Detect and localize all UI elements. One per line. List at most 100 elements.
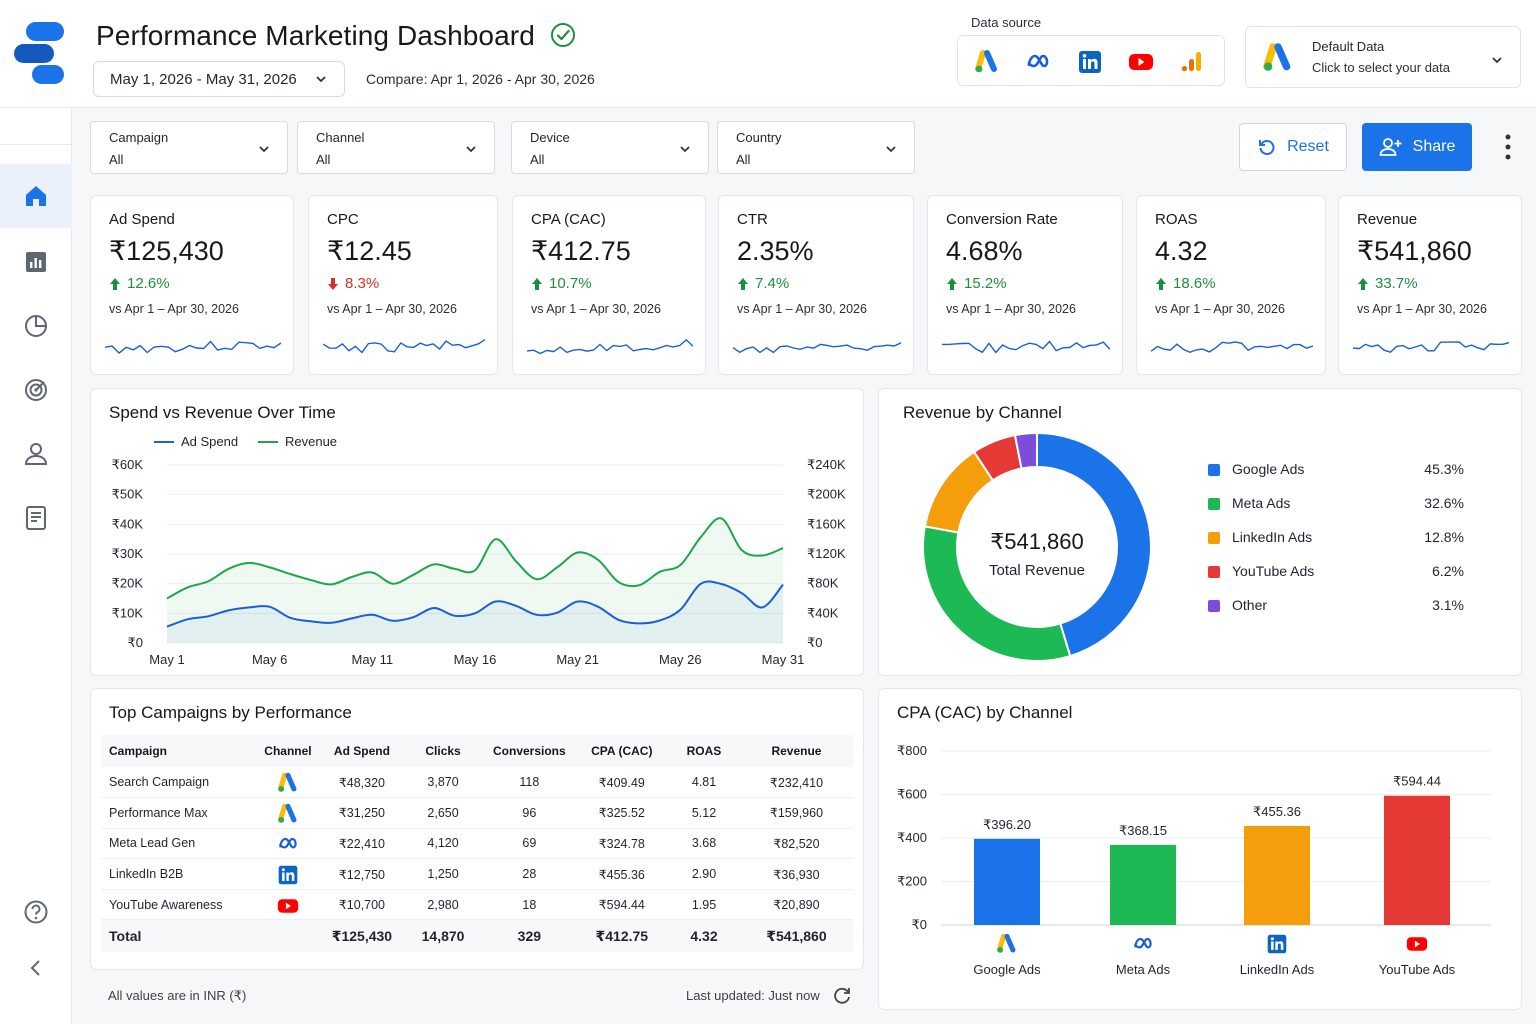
table-row[interactable]: Meta Lead Gen ₹22,410 4,120 69 ₹324.78 3.68 ₹8… <box>101 828 853 860</box>
column-header[interactable]: Revenue <box>739 735 853 767</box>
legend-name: Meta Ads <box>1232 495 1291 511</box>
kpi-card-conversion-rate[interactable]: Conversion Rate 4.68% 15.2% vs Apr 1 – Apr … <box>927 195 1123 375</box>
donut-slice-other[interactable] <box>1013 431 1038 470</box>
kpi-sparkline <box>105 340 281 354</box>
sidebar-item-reports[interactable] <box>0 230 72 294</box>
legend-item-other[interactable]: Other 3.1% <box>1208 597 1468 617</box>
legend-name: Other <box>1232 597 1268 613</box>
default-data-selector[interactable]: Default Data Click to select your data <box>1245 26 1521 88</box>
sidebar-item-analytics[interactable] <box>0 294 72 358</box>
legend-item-youtube-ads[interactable]: YouTube Ads 6.2% <box>1208 563 1468 583</box>
more-options-icon[interactable] <box>1498 132 1518 162</box>
kpi-delta-value: 33.7% <box>1375 275 1418 292</box>
chevron-down-icon <box>316 76 326 83</box>
x-tick: May 21 <box>556 652 599 667</box>
data-source-label: Data source <box>971 15 1042 30</box>
total-clicks: 14,870 <box>403 919 484 952</box>
y-tick-left: ₹0 <box>127 635 143 650</box>
youtube-icon[interactable] <box>1128 49 1154 75</box>
table-row[interactable]: LinkedIn B2B ₹12,750 1,250 28 ₹455.36 2.90 ₹36… <box>101 858 853 890</box>
legend-item-linkedin-ads[interactable]: LinkedIn Ads 12.8% <box>1208 529 1468 549</box>
device-filter[interactable]: Device All <box>511 121 709 174</box>
analytics-icon[interactable] <box>1180 49 1206 75</box>
kpi-card-revenue[interactable]: Revenue ₹541,860 33.7% vs Apr 1 – Apr 30, 2… <box>1338 195 1522 375</box>
sidebar-item-audience[interactable] <box>0 422 72 486</box>
kpi-delta: 15.2% <box>946 275 1007 292</box>
bar-meta-ads[interactable] <box>1110 844 1176 925</box>
target-icon <box>25 379 47 401</box>
sidebar-item-documents[interactable] <box>0 486 72 550</box>
app-logo[interactable] <box>12 20 66 86</box>
google-ads-icon <box>277 772 297 792</box>
column-header[interactable]: ROAS <box>668 735 740 767</box>
country-filter[interactable]: Country All <box>717 121 915 174</box>
cell-revenue: ₹20,890 <box>739 889 853 921</box>
arrow-up-icon <box>110 277 120 290</box>
kpi-delta-value: 8.3% <box>345 275 380 292</box>
y-tick-left: ₹50K <box>112 487 144 502</box>
column-header[interactable]: Channel <box>255 735 321 767</box>
share-button[interactable]: Share <box>1362 123 1472 171</box>
kpi-delta: 10.7% <box>531 275 592 292</box>
campaign-filter[interactable]: Campaign All <box>90 121 288 174</box>
kpi-compare-text: vs Apr 1 – Apr 30, 2026 <box>109 302 239 316</box>
panel-title: CPA (CAC) by Channel <box>897 703 1073 722</box>
cell-spend: ₹10,700 <box>320 889 403 921</box>
kpi-card-roas[interactable]: ROAS 4.32 18.6% vs Apr 1 – Apr 30, 2026 <box>1136 195 1326 375</box>
reset-button[interactable]: Reset <box>1239 123 1347 171</box>
x-tick: Google Ads <box>973 962 1041 977</box>
kpi-value: ₹541,860 <box>1357 236 1472 266</box>
kpi-card-cpc[interactable]: CPC ₹12.45 8.3% vs Apr 1 – Apr 30, 2026 <box>308 195 498 375</box>
bar-category-icon <box>1267 934 1287 954</box>
sidebar-item-home[interactable] <box>0 164 72 228</box>
column-header[interactable]: Campaign <box>101 735 256 767</box>
column-header[interactable]: Conversions <box>483 735 576 767</box>
sidebar-collapse[interactable] <box>0 936 72 1000</box>
y-tick-right: ₹0 <box>807 635 823 650</box>
x-tick: May 11 <box>351 652 393 667</box>
kpi-card-ad-spend[interactable]: Ad Spend ₹125,430 12.6% vs Apr 1 – Apr 30, … <box>90 195 294 375</box>
linkedin-icon[interactable] <box>1077 49 1103 75</box>
column-header[interactable]: CPA (CAC) <box>575 735 669 767</box>
meta-icon[interactable] <box>1025 49 1051 75</box>
kpi-card-cpa-cac[interactable]: CPA (CAC) ₹412.75 10.7% vs Apr 1 – Apr 30, … <box>512 195 706 375</box>
cell-conv: 96 <box>483 797 576 829</box>
table-row[interactable]: Performance Max ₹31,250 2,650 96 ₹325.52 5.12… <box>101 797 853 829</box>
donut-slice-google-ads[interactable] <box>1036 431 1152 658</box>
sparkline-path <box>733 342 901 354</box>
date-range-picker[interactable]: May 1, 2026 - May 31, 2026 <box>93 61 345 97</box>
arrow-up-icon <box>1358 277 1368 290</box>
legend-item-meta-ads[interactable]: Meta Ads 32.6% <box>1208 495 1468 515</box>
campaigns-table: Campaign Channel Ad Spend Clicks Conversions… <box>101 735 853 952</box>
column-header[interactable]: Clicks <box>403 735 484 767</box>
google-ads-icon[interactable] <box>974 49 1000 75</box>
kpi-delta: 7.4% <box>737 275 789 292</box>
sidebar-divider <box>0 144 72 145</box>
sparkline-path <box>527 338 693 355</box>
spend-revenue-line-chart: Ad Spend Revenue ₹60K ₹240K ₹50K ₹200K ₹40K ₹16… <box>112 434 846 667</box>
cpa-bar-chart: ₹800 ₹600 ₹400 ₹200 ₹0 ₹396.20 Google Ads ₹368.… <box>897 743 1491 977</box>
donut-slice-meta-ads[interactable] <box>922 525 1072 662</box>
table-row[interactable]: Search Campaign ₹48,320 3,870 118 ₹409.49 4.8… <box>101 767 853 799</box>
chevron-down-icon <box>1492 57 1502 64</box>
bar-youtube-ads[interactable] <box>1384 795 1450 925</box>
column-header[interactable]: Ad Spend <box>320 735 403 767</box>
sparkline-path <box>1151 341 1313 354</box>
sidebar-item-goals[interactable] <box>0 358 72 422</box>
refresh-icon[interactable] <box>832 986 852 1006</box>
legend-item-google-ads[interactable]: Google Ads 45.3% <box>1208 461 1468 481</box>
kpi-card-ctr[interactable]: CTR 2.35% 7.4% vs Apr 1 – Apr 30, 2026 <box>718 195 914 375</box>
sidebar-item-help[interactable] <box>0 880 72 944</box>
header: Performance Marketing Dashboard May 1, 2… <box>0 0 1536 108</box>
channel-filter[interactable]: Channel All <box>297 121 495 174</box>
data-source-selector[interactable] <box>957 35 1225 86</box>
cell-conv: 69 <box>483 828 576 860</box>
bar-google-ads[interactable] <box>974 838 1040 925</box>
kpi-value: 4.32 <box>1155 236 1208 266</box>
bar-linkedin-ads[interactable] <box>1244 825 1310 925</box>
table-row[interactable]: YouTube Awareness ₹10,700 2,980 18 ₹594.44 1.… <box>101 889 853 921</box>
sidebar <box>0 108 72 1024</box>
bar-category-icon <box>996 933 1016 953</box>
bar-value-label: ₹396.20 <box>983 817 1031 832</box>
cell-revenue: ₹159,960 <box>739 797 853 829</box>
